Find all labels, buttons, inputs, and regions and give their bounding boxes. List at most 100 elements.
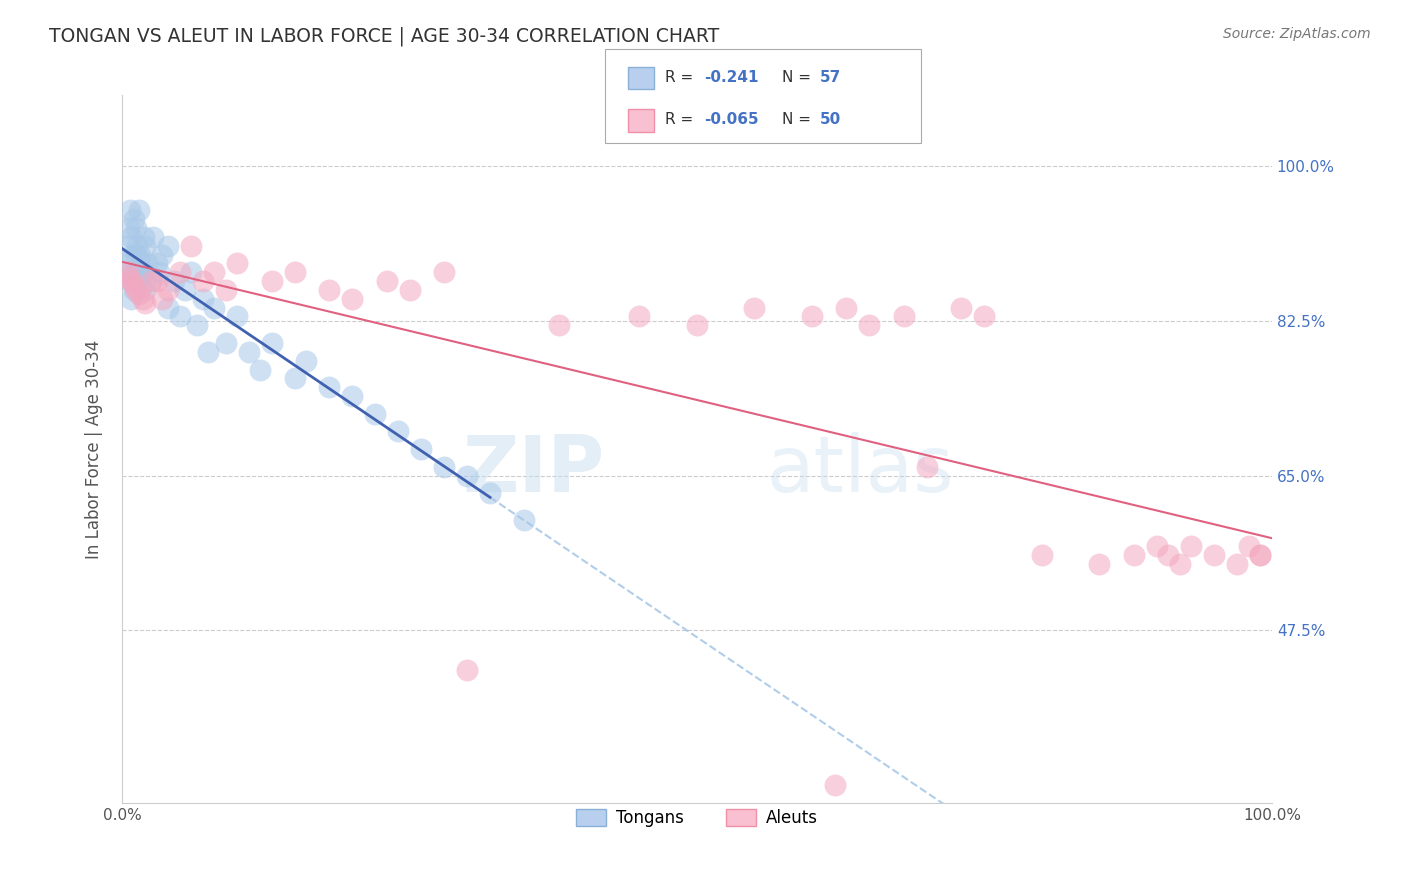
- Text: atlas: atlas: [766, 433, 953, 508]
- Point: [214, 283, 236, 297]
- Point: [456, 468, 478, 483]
- Point: [134, 283, 156, 297]
- Point: [180, 265, 202, 279]
- Point: [128, 287, 150, 301]
- Text: -0.065: -0.065: [704, 112, 759, 128]
- Point: [364, 407, 387, 421]
- Point: [128, 274, 150, 288]
- Point: [122, 212, 145, 227]
- Point: [1157, 549, 1180, 563]
- Point: [893, 310, 915, 324]
- Point: [128, 203, 150, 218]
- Point: [157, 238, 180, 252]
- Point: [142, 229, 165, 244]
- Point: [1146, 540, 1168, 554]
- Point: [628, 310, 651, 324]
- Point: [744, 301, 766, 315]
- Point: [191, 274, 214, 288]
- Point: [117, 238, 139, 252]
- Point: [139, 274, 162, 288]
- Text: Source: ZipAtlas.com: Source: ZipAtlas.com: [1223, 27, 1371, 41]
- Point: [340, 389, 363, 403]
- Point: [479, 486, 502, 500]
- Point: [433, 265, 456, 279]
- Point: [915, 459, 938, 474]
- Point: [120, 292, 142, 306]
- Point: [1226, 557, 1249, 571]
- Point: [121, 247, 143, 261]
- Point: [174, 283, 197, 297]
- Point: [186, 318, 208, 333]
- Point: [318, 380, 340, 394]
- Point: [456, 663, 478, 677]
- Point: [1122, 549, 1144, 563]
- Point: [132, 265, 155, 279]
- Point: [131, 256, 153, 270]
- Text: R =: R =: [665, 112, 699, 128]
- Point: [118, 269, 141, 284]
- Point: [125, 221, 148, 235]
- Point: [226, 256, 249, 270]
- Point: [122, 265, 145, 279]
- Text: 50: 50: [820, 112, 841, 128]
- Point: [121, 274, 143, 288]
- Point: [387, 425, 409, 439]
- Point: [202, 265, 225, 279]
- Point: [169, 310, 191, 324]
- Point: [548, 318, 571, 333]
- Point: [122, 278, 145, 293]
- Point: [1180, 540, 1202, 554]
- Text: TONGAN VS ALEUT IN LABOR FORCE | AGE 30-34 CORRELATION CHART: TONGAN VS ALEUT IN LABOR FORCE | AGE 30-…: [49, 27, 720, 46]
- Point: [118, 274, 141, 288]
- Point: [824, 778, 846, 792]
- Point: [1249, 549, 1271, 563]
- Point: [433, 459, 456, 474]
- Point: [214, 335, 236, 350]
- Point: [117, 265, 139, 279]
- Point: [398, 283, 420, 297]
- Point: [129, 247, 152, 261]
- Point: [180, 238, 202, 252]
- Point: [1249, 549, 1271, 563]
- Point: [197, 344, 219, 359]
- Point: [686, 318, 709, 333]
- Point: [145, 274, 167, 288]
- Point: [136, 256, 159, 270]
- Point: [125, 238, 148, 252]
- Point: [1031, 549, 1053, 563]
- Point: [150, 292, 173, 306]
- Point: [118, 221, 141, 235]
- Point: [134, 296, 156, 310]
- Text: N =: N =: [782, 70, 815, 85]
- Point: [145, 256, 167, 270]
- Point: [249, 362, 271, 376]
- Point: [157, 283, 180, 297]
- Point: [134, 238, 156, 252]
- Point: [125, 283, 148, 297]
- Point: [375, 274, 398, 288]
- Point: [163, 274, 186, 288]
- Point: [340, 292, 363, 306]
- Point: [139, 274, 162, 288]
- Point: [132, 229, 155, 244]
- Point: [148, 265, 170, 279]
- Point: [858, 318, 880, 333]
- Point: [800, 310, 823, 324]
- Point: [120, 256, 142, 270]
- Point: [1088, 557, 1111, 571]
- Point: [318, 283, 340, 297]
- Point: [260, 335, 283, 350]
- Y-axis label: In Labor Force | Age 30-34: In Labor Force | Age 30-34: [86, 340, 103, 558]
- Point: [122, 283, 145, 297]
- Point: [295, 353, 318, 368]
- Point: [127, 265, 149, 279]
- Point: [157, 301, 180, 315]
- Legend: Tongans, Aleuts: Tongans, Aleuts: [569, 802, 824, 833]
- Text: R =: R =: [665, 70, 699, 85]
- Point: [120, 274, 142, 288]
- Text: ZIP: ZIP: [463, 433, 605, 508]
- Point: [226, 310, 249, 324]
- Point: [132, 292, 155, 306]
- Point: [973, 310, 995, 324]
- Point: [1237, 540, 1260, 554]
